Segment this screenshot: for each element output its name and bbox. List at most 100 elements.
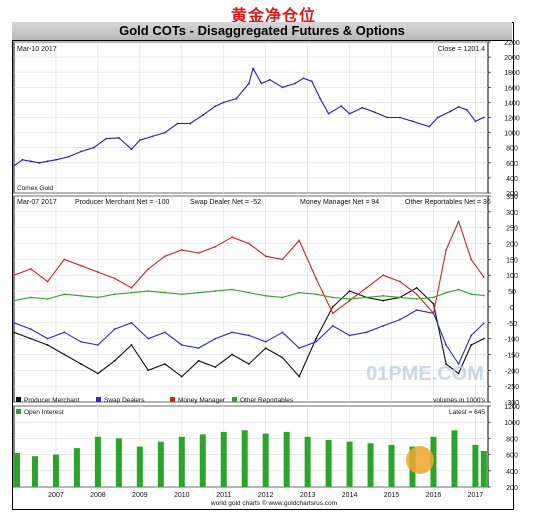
data-point — [470, 334, 473, 337]
data-point — [29, 337, 32, 340]
data-point — [470, 258, 473, 261]
data-point — [298, 239, 301, 242]
data-point — [222, 101, 225, 104]
data-point — [457, 220, 460, 223]
data-point — [197, 347, 200, 350]
page-title: 黄金净仓位 — [230, 8, 316, 25]
bar — [199, 434, 206, 487]
y-tick-label: -100 — [505, 337, 519, 344]
bar — [241, 430, 248, 487]
y-tick-label: 0 — [510, 305, 514, 312]
bar — [346, 441, 353, 487]
data-point — [348, 290, 351, 292]
legend-swatch — [170, 397, 175, 402]
data-point — [21, 158, 24, 161]
data-point — [105, 137, 108, 140]
y-tick-label: 1000 — [504, 131, 520, 138]
watermark: 01PME.COM — [366, 363, 484, 385]
data-point — [164, 291, 166, 294]
y-tick-label: 1000 — [504, 420, 520, 427]
net-readout: Money Manager Net = 94 — [300, 199, 379, 206]
bar — [52, 454, 59, 487]
bar — [73, 448, 80, 487]
data-point — [399, 116, 401, 119]
y-tick-label: 100 — [506, 273, 518, 280]
data-point — [113, 277, 116, 280]
legend-swatch — [232, 397, 237, 402]
data-point — [231, 331, 234, 334]
data-point — [96, 296, 99, 299]
data-point — [340, 105, 343, 108]
y-tick-label: 300 — [506, 210, 518, 217]
bar — [31, 456, 38, 487]
data-point — [63, 293, 66, 296]
data-point — [180, 344, 183, 346]
data-point — [248, 334, 250, 337]
data-point — [264, 255, 267, 258]
data-point — [445, 363, 447, 365]
y-tick-label: 1600 — [504, 85, 520, 92]
oi-legend-label: Open Interest — [24, 409, 64, 416]
data-point — [46, 280, 49, 283]
data-point — [348, 298, 351, 300]
net-readout: Swap Dealer Net = -52 — [190, 199, 261, 206]
data-point — [38, 161, 41, 164]
bar — [94, 436, 101, 487]
legend-label: Money Manager — [178, 397, 226, 404]
data-point — [474, 120, 477, 123]
data-point — [457, 106, 460, 108]
legend-swatch — [16, 409, 21, 414]
data-point — [331, 306, 334, 308]
data-point — [214, 105, 217, 108]
y-tick-label: 350 — [506, 194, 518, 201]
bar — [178, 436, 185, 487]
data-point — [151, 135, 154, 138]
data-point — [260, 82, 263, 85]
legend-swatch — [96, 397, 101, 402]
data-point — [252, 67, 254, 70]
chart-title: Gold COTs - Disaggregated Futures & Opti… — [12, 22, 512, 41]
legend: Producer Merchant Swap Dealers Money Manag… — [16, 397, 294, 404]
y-tick-label: 250 — [506, 226, 518, 233]
data-point — [348, 299, 351, 302]
data-point — [449, 110, 452, 113]
data-point — [92, 146, 95, 149]
data-point — [13, 321, 15, 324]
x-tick-label: 2015 — [384, 492, 400, 499]
bar — [388, 444, 395, 487]
data-point — [214, 245, 217, 248]
data-point — [264, 347, 267, 350]
data-point — [382, 325, 385, 327]
data-point — [197, 252, 200, 254]
data-point — [327, 112, 330, 115]
bar — [472, 444, 479, 487]
price-close-readout: Close = 1201.4 — [438, 46, 485, 53]
oi-readout: Latest = 645 — [449, 409, 485, 416]
y-tick-label: 150 — [506, 257, 518, 264]
data-point — [13, 274, 15, 277]
data-point — [466, 109, 468, 111]
data-point — [298, 291, 301, 294]
data-point — [415, 293, 418, 296]
data-point — [164, 131, 166, 134]
y-tick-label: 1200 — [504, 116, 520, 123]
y-tick-label: -50 — [507, 321, 517, 328]
data-point — [281, 356, 284, 359]
data-point — [315, 337, 317, 340]
data-point — [248, 291, 250, 294]
data-point — [281, 86, 284, 89]
data-point — [29, 296, 32, 299]
y-tick-label: 600 — [506, 453, 518, 460]
data-point — [29, 328, 32, 331]
data-point — [214, 337, 217, 340]
data-point — [96, 372, 99, 375]
data-point — [130, 287, 133, 289]
y-tick-label: 400 — [506, 176, 518, 183]
data-point — [331, 296, 334, 299]
data-point — [482, 294, 485, 297]
bar — [304, 436, 311, 487]
price-note: Comex Gold — [17, 185, 54, 192]
data-point — [298, 347, 301, 350]
data-point — [382, 274, 385, 277]
data-point — [310, 80, 313, 83]
